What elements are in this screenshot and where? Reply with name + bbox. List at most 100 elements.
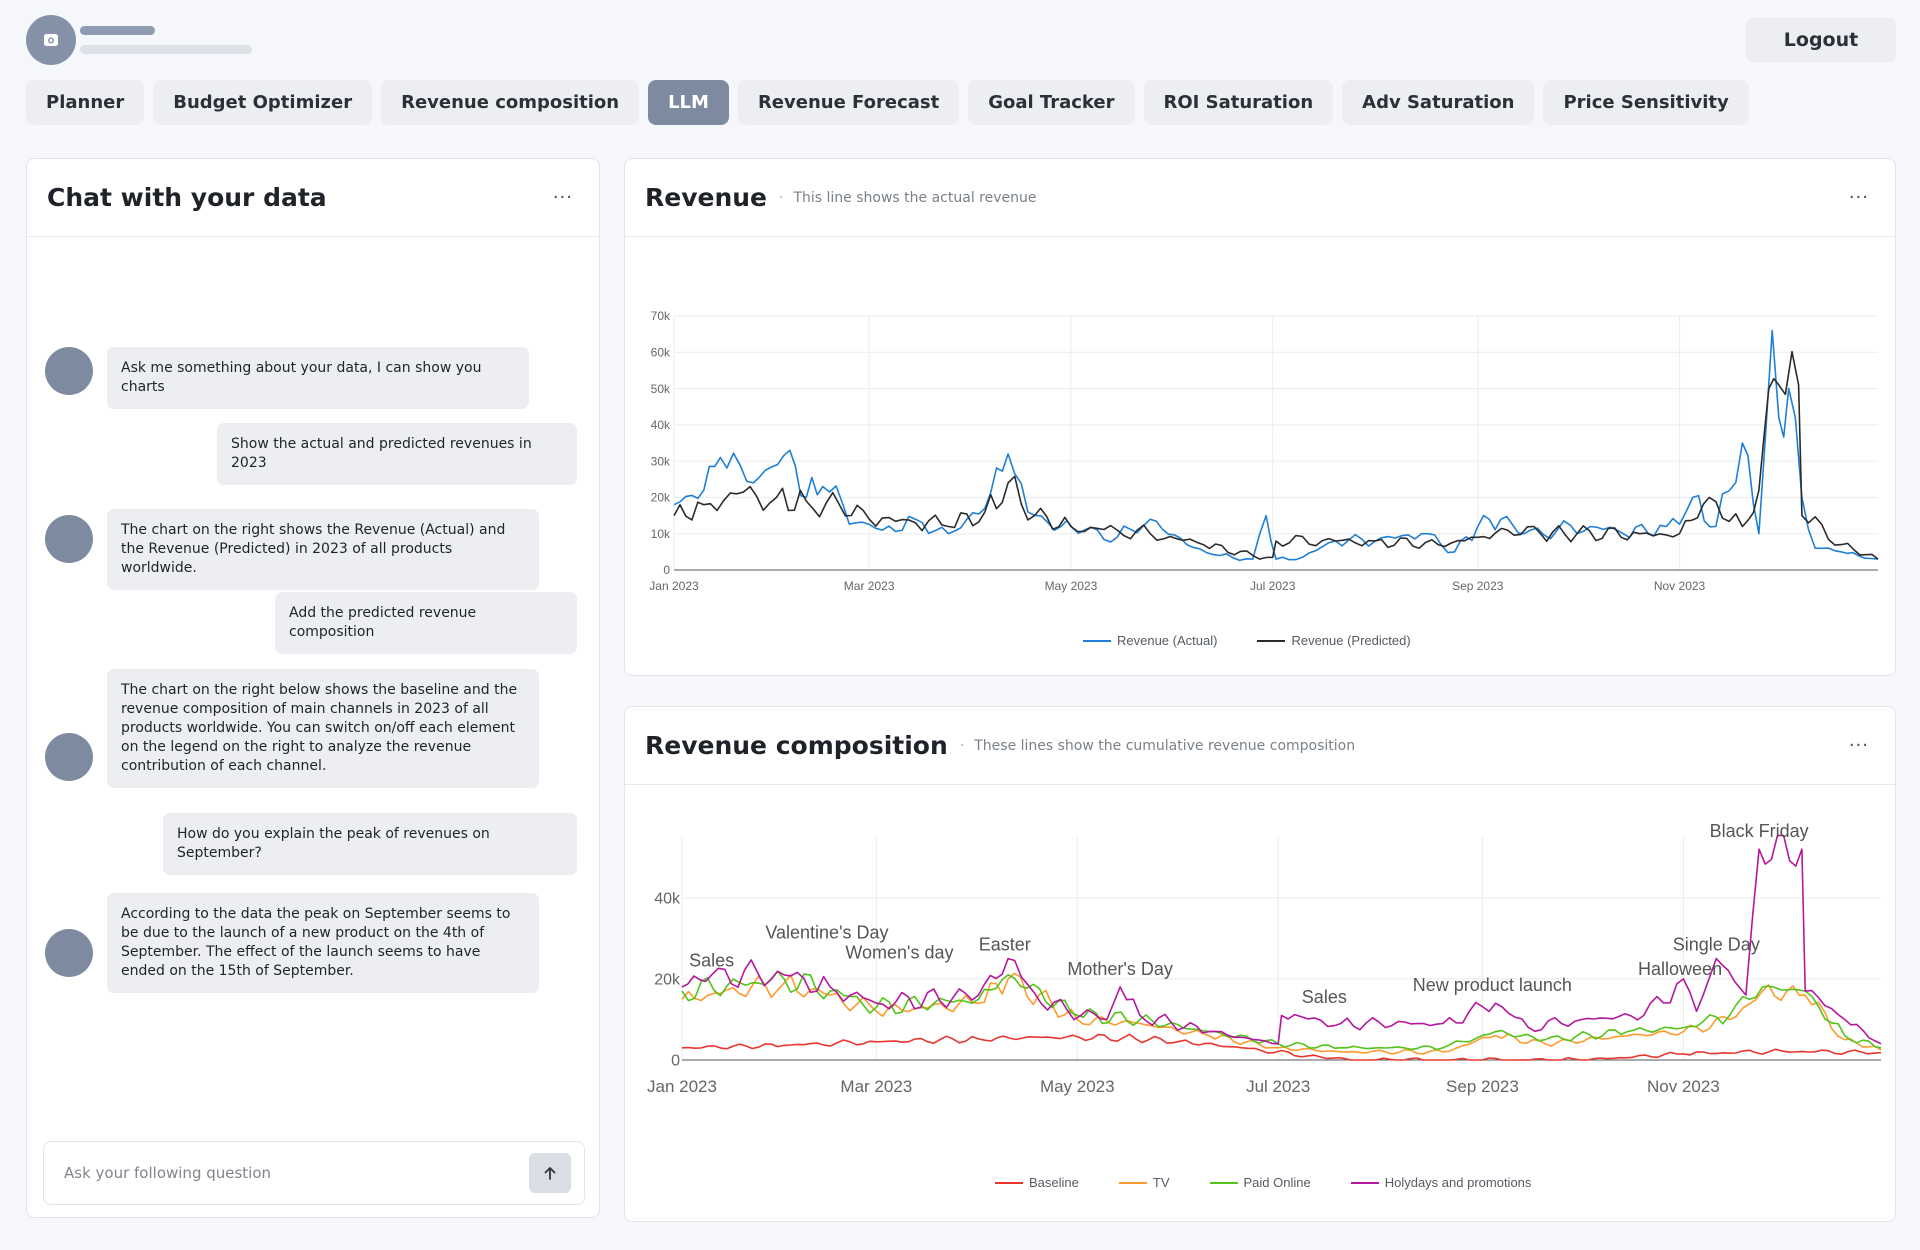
chart-annotation: Valentine's Day — [765, 922, 888, 942]
legend-label: Baseline — [1029, 1175, 1079, 1190]
composition-legend: Baseline TV Paid Online Holydays and promot… — [995, 1175, 1531, 1190]
legend-label: Revenue (Actual) — [1117, 633, 1218, 648]
y-tick-label: 20k — [651, 491, 671, 505]
chat-title: Chat with your data — [47, 183, 327, 212]
legend-swatch — [1257, 639, 1286, 642]
composition-panel: Revenue composition These lines show the… — [624, 706, 1896, 1222]
composition-header: Revenue composition These lines show the… — [625, 707, 1895, 785]
x-tick-label: Nov 2023 — [1654, 579, 1706, 593]
image-icon — [44, 34, 58, 46]
legend-label: TV — [1152, 1175, 1170, 1190]
tab-llm[interactable]: LLM — [648, 80, 729, 125]
tab-goal-tracker[interactable]: Goal Tracker — [968, 80, 1135, 125]
x-tick-label: Nov 2023 — [1647, 1077, 1720, 1096]
series-line-holydays-and-promotions[interactable] — [681, 834, 1882, 1045]
y-tick-label: 10k — [651, 527, 671, 541]
composition-subtitle: These lines show the cumulative revenue … — [960, 738, 1355, 754]
series-line-revenue-predicted-[interactable] — [673, 350, 1879, 560]
x-tick-label: Jul 2023 — [1246, 1077, 1310, 1096]
tab-roi-saturation[interactable]: ROI Saturation — [1143, 80, 1334, 125]
series-line-tv[interactable] — [681, 972, 1882, 1055]
x-tick-label: Mar 2023 — [844, 579, 895, 593]
legend-label: Holydays and promotions — [1384, 1175, 1532, 1190]
legend-label: Revenue (Predicted) — [1291, 633, 1411, 648]
chart-annotation: Single Day — [1673, 935, 1760, 955]
x-tick-label: Mar 2023 — [840, 1077, 912, 1096]
chart-annotation: Easter — [979, 935, 1031, 955]
revenue-legend: Revenue (Actual) Revenue (Predicted) — [1083, 633, 1411, 648]
legend-swatch — [1083, 639, 1111, 642]
x-tick-label: May 2023 — [1045, 579, 1098, 593]
app-logo — [26, 15, 76, 65]
chat-input[interactable] — [64, 1142, 484, 1204]
legend-swatch — [1209, 1181, 1238, 1184]
composition-title: Revenue composition — [645, 731, 948, 760]
chat-panel: Chat with your data ··· Ask me something… — [26, 158, 600, 1218]
nav-tabs: Planner Budget Optimizer Revenue compositi… — [26, 80, 1749, 125]
revenue-chart: Jan 2023 Mar 2023 May 2023 Jul 2023 Sep 2023… — [649, 309, 1879, 593]
legend-item[interactable]: Paid Online — [1209, 1175, 1311, 1190]
x-tick-label: Jan 2023 — [647, 1077, 717, 1096]
y-tick-label: 20k — [654, 972, 681, 989]
series-line-revenue-actual-[interactable] — [673, 329, 1879, 562]
legend-item[interactable]: Revenue (Actual) — [1083, 633, 1217, 648]
bot-message: Ask me something about your data, I can … — [107, 347, 529, 409]
tab-adv-saturation[interactable]: Adv Saturation — [1342, 80, 1535, 125]
tab-price-sensitivity[interactable]: Price Sensitivity — [1543, 80, 1749, 125]
bot-message: The chart on the right shows the Revenue… — [107, 509, 539, 590]
tab-revenue-forecast[interactable]: Revenue Forecast — [737, 80, 960, 125]
y-tick-label: 60k — [651, 345, 671, 359]
bot-message: The chart on the right below shows the b… — [107, 669, 539, 788]
legend-label: Paid Online — [1243, 1175, 1311, 1190]
bot-avatar — [45, 515, 93, 563]
x-tick-label: May 2023 — [1040, 1077, 1115, 1096]
chart-annotation: Mother's Day — [1067, 959, 1172, 979]
revenue-header: Revenue This line shows the actual reven… — [625, 159, 1895, 237]
series-line-baseline[interactable] — [681, 1033, 1882, 1061]
composition-chart: Jan 2023 Mar 2023 May 2023 Jul 2023 Sep 2023… — [647, 821, 1882, 1096]
revenue-panel: Revenue This line shows the actual reven… — [624, 158, 1896, 676]
chart-annotation: Sales — [689, 951, 734, 971]
chart-annotation: Women's day — [845, 943, 953, 963]
chat-input-box — [43, 1141, 585, 1205]
legend-item[interactable]: Holydays and promotions — [1350, 1175, 1532, 1190]
legend-item[interactable]: Baseline — [995, 1175, 1079, 1190]
x-tick-label: Jul 2023 — [1250, 579, 1296, 593]
chat-header: Chat with your data ··· — [27, 159, 599, 237]
send-button[interactable] — [529, 1153, 571, 1193]
legend-item[interactable]: Revenue (Predicted) — [1257, 633, 1411, 648]
x-tick-label: Sep 2023 — [1446, 1077, 1519, 1096]
chart-annotation: Sales — [1302, 987, 1347, 1007]
chat-menu-button[interactable]: ··· — [552, 187, 573, 208]
tab-revenue-composition[interactable]: Revenue composition — [381, 80, 640, 125]
revenue-title: Revenue — [645, 183, 768, 212]
arrow-up-icon — [544, 1167, 556, 1180]
legend-item[interactable]: TV — [1118, 1175, 1170, 1190]
y-tick-label: 70k — [651, 309, 671, 323]
bot-message: According to the data the peak on Septem… — [107, 893, 539, 993]
app-name-placeholder — [80, 26, 155, 35]
legend-swatch — [1118, 1181, 1147, 1184]
tab-budget-optimizer[interactable]: Budget Optimizer — [153, 80, 373, 125]
revenue-menu-button[interactable]: ··· — [1848, 187, 1869, 208]
x-tick-label: Jan 2023 — [649, 579, 699, 593]
legend-swatch — [995, 1181, 1023, 1184]
chart-annotation: New product launch — [1413, 975, 1572, 995]
revenue-subtitle: This line shows the actual revenue — [779, 190, 1036, 206]
series-line-paid-online[interactable] — [681, 970, 1882, 1051]
y-tick-label: 40k — [654, 890, 681, 907]
composition-menu-button[interactable]: ··· — [1848, 735, 1869, 756]
user-message: Show the actual and predicted revenues i… — [217, 423, 577, 485]
tab-planner[interactable]: Planner — [26, 80, 145, 125]
y-tick-label: 0 — [663, 563, 670, 577]
logout-button[interactable]: Logout — [1746, 18, 1896, 62]
y-tick-label: 30k — [651, 454, 671, 468]
app-subtitle-placeholder — [80, 45, 252, 54]
chart-annotation: Halloween — [1638, 959, 1722, 979]
bot-avatar — [45, 929, 93, 977]
user-message: Add the predicted revenue composition — [275, 592, 577, 654]
bot-avatar — [45, 347, 93, 395]
x-tick-label: Sep 2023 — [1452, 579, 1504, 593]
y-tick-label: 0 — [671, 1053, 680, 1070]
y-tick-label: 50k — [651, 382, 671, 396]
